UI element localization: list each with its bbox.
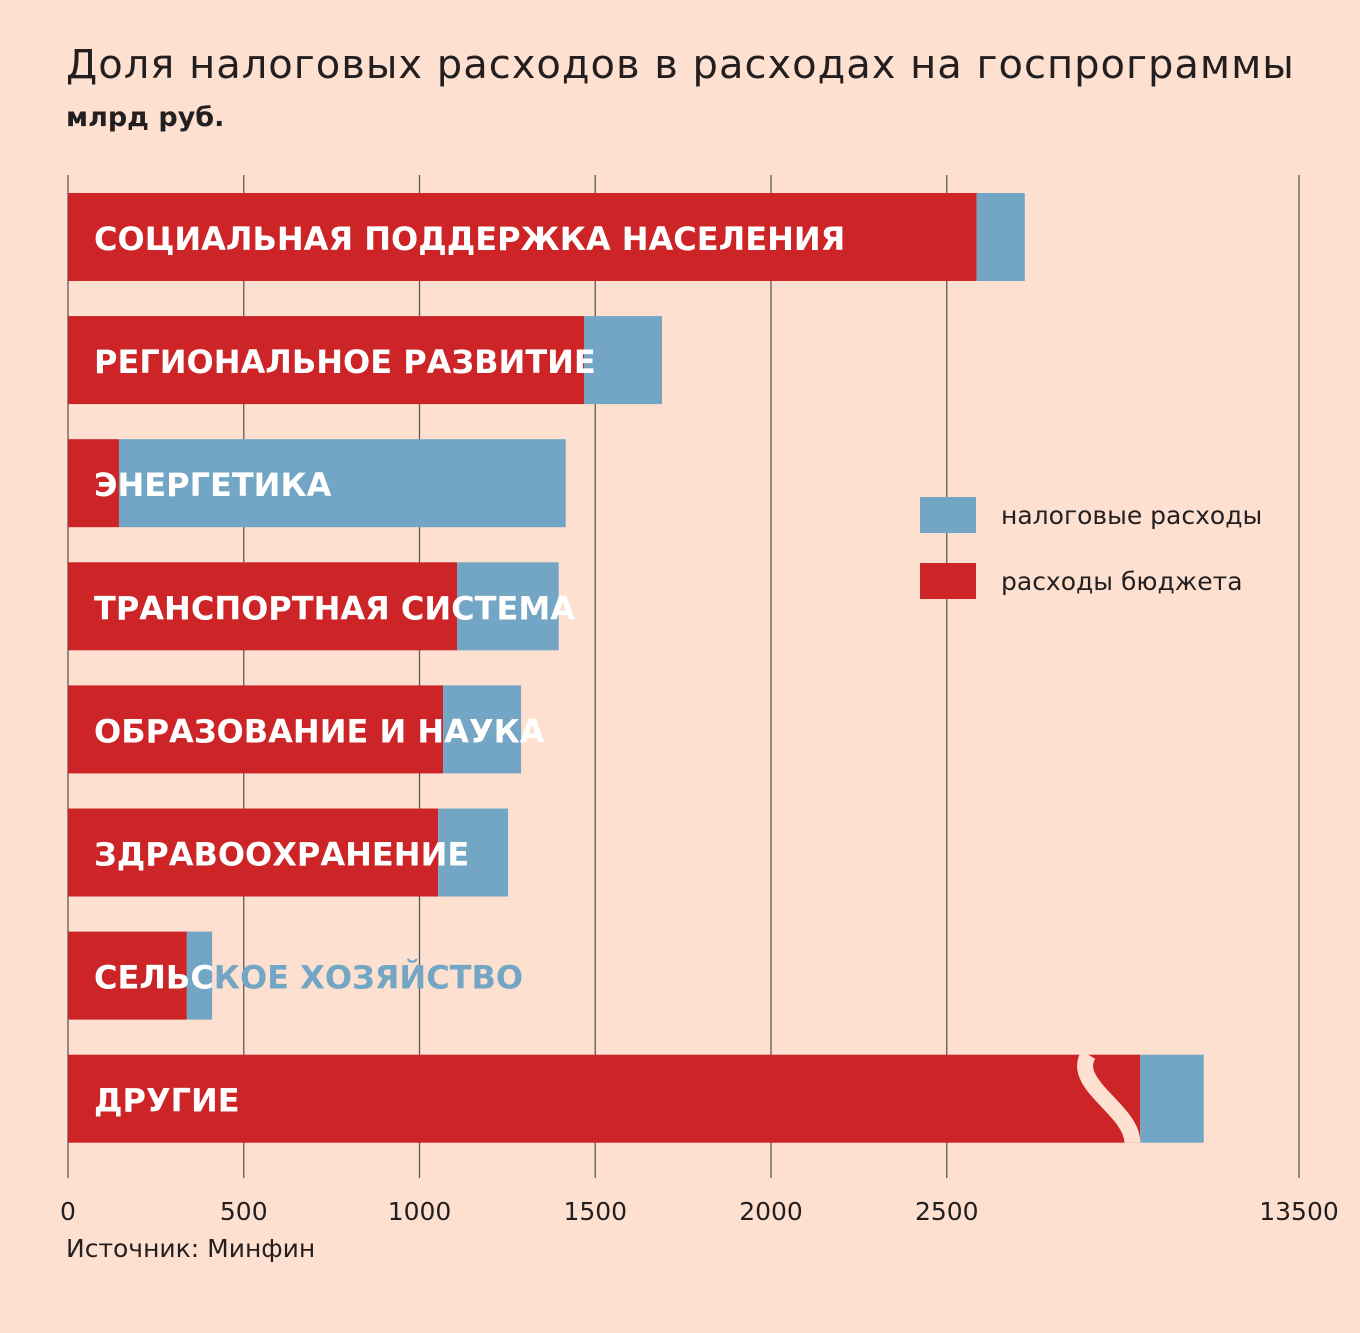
tax-bar-4 <box>443 685 522 774</box>
x-tick-label-4: 2000 <box>739 1197 803 1226</box>
category-label-5: ЗДРАВООХРАНЕНИЕ <box>94 836 469 874</box>
legend-label-1: расходы бюджета <box>1001 567 1243 596</box>
budget-bar-2 <box>68 439 119 528</box>
tax-bar-7 <box>1140 1054 1204 1143</box>
category-label-6: СЕЛЬСКОЕ ХОЗЯЙСТВО <box>94 959 523 997</box>
tax-bar-0 <box>976 193 1025 281</box>
legend-swatch-0 <box>920 497 976 533</box>
tax-bar-5 <box>438 808 509 897</box>
tax-bar-6 <box>186 931 213 1020</box>
x-tick-label-5: 2500 <box>915 1197 979 1226</box>
tax-bar-3 <box>457 562 559 651</box>
legend-label-0: налоговые расходы <box>1001 501 1262 530</box>
x-axis-ticks: 0 500 1000 1500 2000 2500 13500 <box>60 1197 1339 1226</box>
category-labels: СОЦИАЛЬНАЯ ПОДДЕРЖКА НАСЕЛЕНИЯ РЕГИОНАЛЬН… <box>94 220 845 1120</box>
chart-title: Доля налоговых расходов в расходах на го… <box>66 42 1295 88</box>
category-label-0: СОЦИАЛЬНАЯ ПОДДЕРЖКА НАСЕЛЕНИЯ <box>94 220 845 258</box>
x-tick-label-1: 500 <box>220 1197 268 1226</box>
bars <box>68 193 1204 1144</box>
budget-bar-7 <box>68 1054 1141 1143</box>
legend-swatch-1 <box>920 563 976 599</box>
category-label-2: ЭНЕРГЕТИКА <box>94 466 332 504</box>
category-label-4: ОБРАЗОВАНИЕ И НАУКА <box>94 712 545 750</box>
axis-break-mark <box>1077 1050 1141 1144</box>
x-tick-label-0: 0 <box>60 1197 76 1226</box>
category-label-1: РЕГИОНАЛЬНОЕ РАЗВИТИЕ <box>94 343 596 381</box>
x-tick-label-6: 13500 <box>1259 1197 1339 1226</box>
budget-bar-3 <box>68 562 458 651</box>
x-tick-label-2: 1000 <box>388 1197 452 1226</box>
x-tick-label-3: 1500 <box>563 1197 627 1226</box>
budget-bar-6 <box>68 931 187 1020</box>
category-label-7: ДРУГИЕ <box>94 1082 240 1120</box>
legend: налоговые расходы расходы бюджета <box>920 497 1262 599</box>
source-note: Источник: Минфин <box>66 1234 316 1263</box>
category-label-3: ТРАНСПОРТНАЯ СИСТЕМА <box>94 589 575 627</box>
budget-bar-0 <box>68 193 977 281</box>
tax-bar-2 <box>118 439 566 528</box>
tax-bar-1 <box>584 316 663 405</box>
budget-bar-1 <box>68 316 585 405</box>
chart-subtitle: млрд руб. <box>66 102 225 133</box>
budget-bar-5 <box>68 808 439 897</box>
category-label-on-bar-6: СЕЛЬСКОЕ ХОЗЯЙСТВО <box>94 959 523 997</box>
budget-bar-4 <box>68 685 444 774</box>
